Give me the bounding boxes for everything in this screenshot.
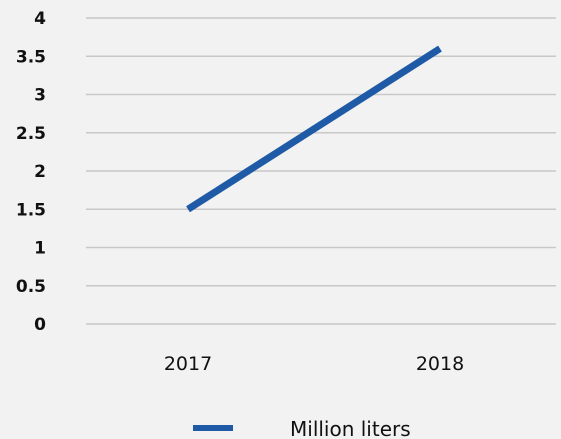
y-tick-label: 1.5 <box>16 200 46 220</box>
y-tick-label: 0 <box>34 315 46 335</box>
gridlines <box>86 17 556 325</box>
series-line <box>186 45 442 213</box>
x-axis: 2017 2018 <box>164 353 464 375</box>
legend-label: Million liters <box>290 417 411 439</box>
y-tick-label: 3.5 <box>16 47 46 67</box>
y-tick-label: 2 <box>34 162 46 182</box>
y-tick-label: 4 <box>34 9 46 29</box>
y-tick-label: 2.5 <box>16 124 46 144</box>
y-axis: 0 0.5 1 1.5 2 2.5 3 3.5 4 <box>16 9 46 335</box>
x-tick-label: 2017 <box>164 353 212 375</box>
y-tick-label: 0.5 <box>16 277 46 297</box>
series-group <box>186 45 442 213</box>
x-tick-label: 2018 <box>416 353 464 375</box>
y-tick-label: 1 <box>34 239 46 259</box>
y-tick-label: 3 <box>34 86 46 106</box>
legend: Million liters <box>193 417 411 439</box>
